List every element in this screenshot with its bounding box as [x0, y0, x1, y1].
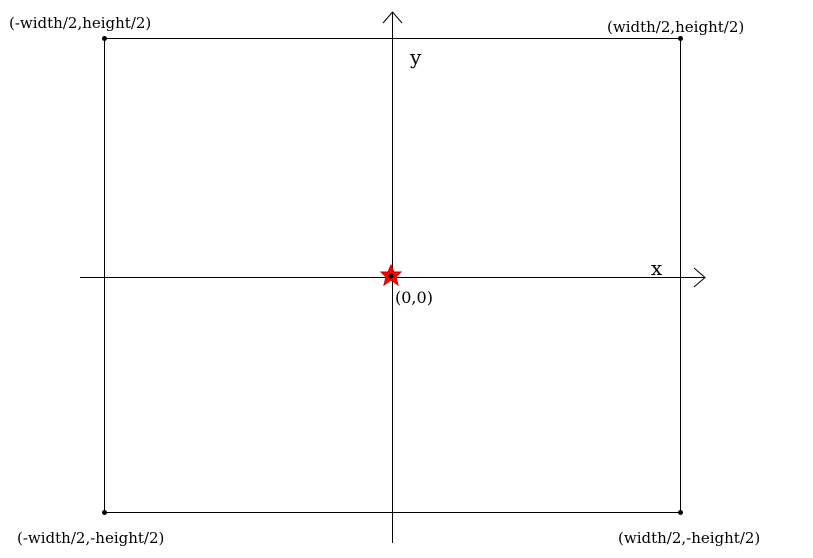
top-right-corner-dot: [678, 36, 683, 41]
bottom-right-corner-label: (width/2,-height/2): [618, 529, 760, 547]
origin-marker-icon: [379, 263, 403, 287]
y-axis-arrowhead: [382, 11, 403, 24]
x-axis-arrowhead: [693, 267, 706, 288]
top-right-corner-label: (width/2,height/2): [607, 18, 744, 36]
top-left-corner-dot: [102, 36, 107, 41]
y-axis-label: y: [409, 45, 422, 69]
bottom-left-corner-dot: [102, 510, 107, 515]
origin-label: (0,0): [395, 288, 433, 307]
bottom-right-corner-dot: [678, 510, 683, 515]
bottom-left-corner-label: (-width/2,-height/2): [17, 529, 164, 547]
x-axis-label: x: [651, 256, 663, 280]
top-left-corner-label: (-width/2,height/2): [9, 14, 151, 32]
